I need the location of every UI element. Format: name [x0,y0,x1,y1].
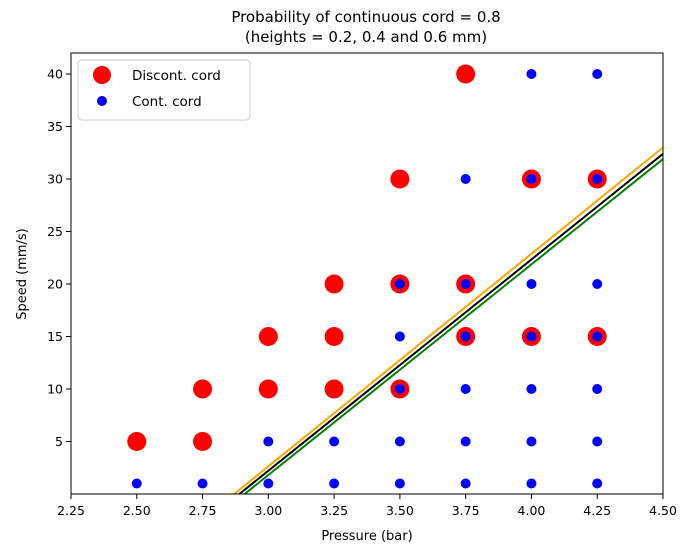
scatter-points [127,64,607,489]
y-axis: 5 10 15 20 25 30 35 40 [47,67,71,449]
y-tick-label: 30 [47,172,63,187]
cont-point-14 [460,331,471,342]
x-axis-label: Pressure (bar) [321,529,412,544]
cont-point-22 [526,174,537,184]
cont-point-1 [197,478,208,489]
boundary-line-0 [233,146,663,494]
discont-point-3 [258,379,278,399]
y-tick-label: 20 [47,277,63,292]
cont-point-20 [526,331,537,342]
y-tick-label: 35 [47,119,63,134]
x-tick-label: 2.50 [123,503,151,518]
cont-point-7 [394,436,405,447]
x-tick-label: 2.75 [189,503,217,518]
y-tick-label: 5 [55,434,63,449]
discont-point-4 [258,327,278,346]
cont-point-12 [460,436,471,447]
y-axis-label: Speed (mm/s) [15,228,30,320]
legend-label-discont: Discont. cord [132,68,221,84]
cont-point-25 [592,436,603,447]
cont-point-15 [460,279,471,289]
discont-point-0 [127,432,147,451]
cont-point-0 [131,478,142,489]
boundary-line-2 [244,158,663,494]
x-tick-label: 2.25 [57,503,85,518]
cont-point-19 [526,384,537,394]
discont-point-1 [193,432,213,451]
cont-point-9 [394,331,405,342]
legend: Discont. cord Cont. cord [77,59,251,121]
legend-marker-discont [93,66,111,84]
x-tick-label: 3.00 [254,503,282,518]
cont-point-5 [329,436,340,447]
cont-point-8 [394,384,405,394]
discont-point-10 [390,169,410,189]
boundary-line-1 [238,153,663,494]
cont-point-17 [526,478,537,489]
cont-point-16 [460,174,471,184]
cont-point-13 [460,384,471,394]
y-tick-label: 15 [47,329,63,344]
x-tick-label: 4.25 [583,503,611,518]
x-tick-label: 4.50 [649,503,677,518]
cont-point-24 [592,478,603,489]
y-tick-label: 40 [47,67,63,82]
legend-marker-cont [97,96,107,106]
cont-point-30 [592,69,603,79]
y-tick-label: 10 [47,382,63,397]
discont-point-2 [193,379,213,399]
cont-point-28 [592,279,603,289]
x-tick-label: 3.25 [320,503,348,518]
plot-frame [70,52,664,495]
cont-point-23 [526,69,537,79]
legend-label-cont: Cont. cord [132,94,202,110]
cont-point-21 [526,279,537,289]
boundary-lines [233,146,663,494]
cont-point-18 [526,436,537,447]
legend-box [77,59,251,121]
cont-point-4 [329,478,340,489]
cont-point-26 [592,384,603,394]
cont-point-2 [263,478,274,489]
cont-point-3 [263,436,274,447]
x-axis: 2.25 2.50 2.75 3.00 3.25 3.50 3.75 4.00 4.25 4.50 [57,494,677,518]
discont-point-7 [324,274,344,294]
cont-point-10 [394,279,405,289]
discont-point-5 [324,379,344,399]
x-tick-label: 3.50 [386,503,414,518]
chart-subtitle: (heights = 0.2, 0.4 and 0.6 mm) [245,28,487,46]
y-tick-label: 25 [47,224,63,239]
cont-point-27 [592,331,603,342]
discont-point-6 [324,327,344,346]
x-tick-label: 3.75 [452,503,480,518]
cont-point-11 [460,478,471,489]
chart-title: Probability of continuous cord = 0.8 [231,8,500,26]
cont-point-29 [592,174,603,184]
discont-point-13 [456,64,476,84]
cont-point-6 [394,478,405,489]
x-tick-label: 4.00 [518,503,546,518]
